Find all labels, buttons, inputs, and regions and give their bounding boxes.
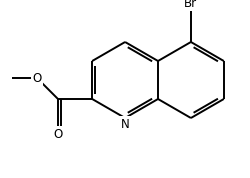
Text: O: O [53, 127, 62, 140]
Text: O: O [32, 72, 42, 85]
Text: N: N [121, 118, 130, 131]
Text: Br: Br [184, 0, 198, 10]
